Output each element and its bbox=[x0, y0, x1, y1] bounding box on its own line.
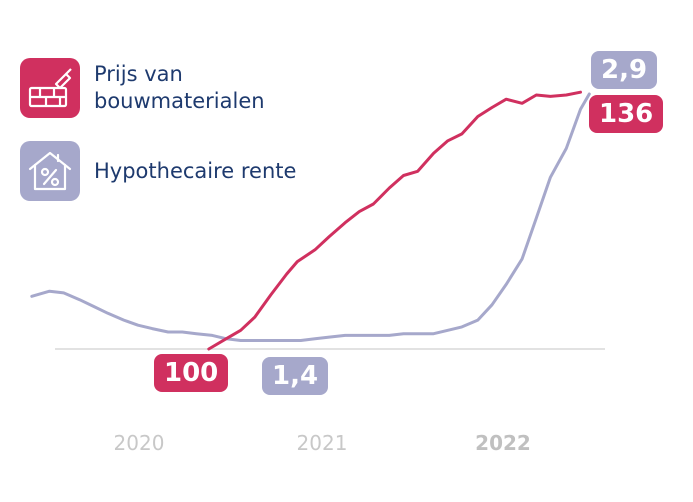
x-tick-label: 2020 bbox=[113, 431, 165, 455]
legend-label: Prijs van bouwmaterialen bbox=[94, 62, 265, 113]
legend-item-hypothecaire-rente: Hypothecaire rente bbox=[20, 141, 296, 201]
data-label-start-hypothecaire-rente: 1,4 bbox=[262, 357, 329, 395]
data-label-end-bouwmaterialen: 136 bbox=[589, 95, 664, 133]
legend-label: Hypothecaire rente bbox=[94, 158, 297, 183]
data-label-end-hypothecaire-rente: 2,9 bbox=[591, 51, 658, 89]
x-tick-label: 2022 bbox=[475, 431, 531, 455]
x-tick-label: 2021 bbox=[296, 431, 348, 455]
data-label-start-bouwmaterialen: 100 bbox=[154, 354, 229, 392]
bricks-trowel-icon bbox=[20, 58, 80, 118]
series-line-prijs-bouwmaterialen bbox=[207, 90, 582, 351]
series-line-hypothecaire-rente bbox=[30, 92, 591, 342]
house-percent-icon bbox=[20, 141, 80, 201]
legend-item-bouwmaterialen: Prijs van bouwmaterialen bbox=[20, 58, 265, 118]
